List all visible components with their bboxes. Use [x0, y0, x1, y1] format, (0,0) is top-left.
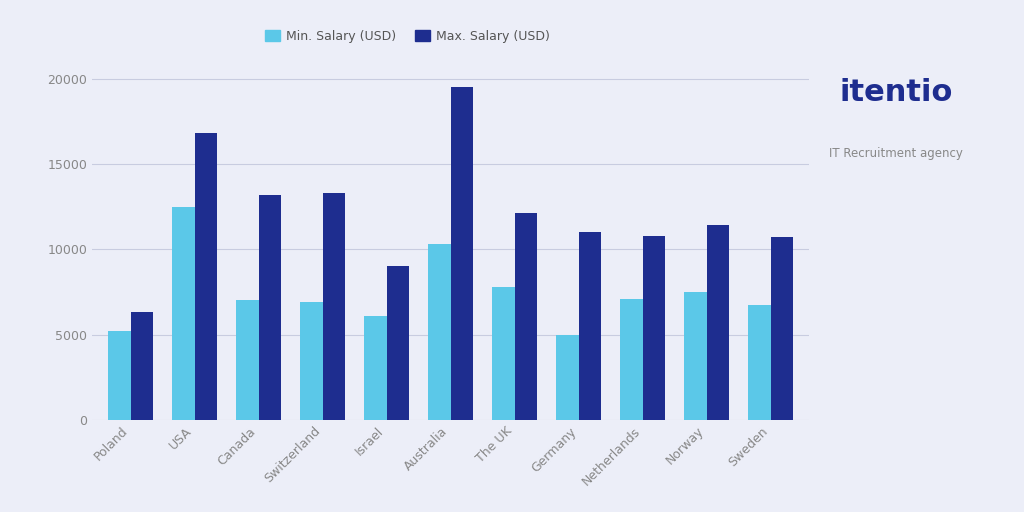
Bar [451, 87, 473, 420]
Bar [770, 237, 793, 420]
Bar [195, 133, 217, 420]
Bar [684, 292, 707, 420]
Text: IT Recruitment agency: IT Recruitment agency [829, 147, 963, 160]
Bar [556, 334, 579, 420]
Bar [707, 225, 729, 420]
Bar [258, 195, 281, 420]
Bar [323, 193, 345, 420]
Bar [131, 312, 153, 420]
Legend: Min. Salary (USD), Max. Salary (USD): Min. Salary (USD), Max. Salary (USD) [260, 25, 555, 48]
Bar [365, 316, 387, 420]
Bar [387, 266, 409, 420]
Text: itentio: itentio [840, 78, 952, 106]
Bar [493, 287, 514, 420]
Bar [514, 214, 537, 420]
Bar [237, 301, 258, 420]
Bar [621, 298, 643, 420]
Bar [109, 331, 131, 420]
Bar [579, 232, 601, 420]
Bar [300, 302, 323, 420]
Bar [643, 236, 665, 420]
Bar [749, 306, 770, 420]
Bar [428, 244, 451, 420]
Bar [172, 206, 195, 420]
